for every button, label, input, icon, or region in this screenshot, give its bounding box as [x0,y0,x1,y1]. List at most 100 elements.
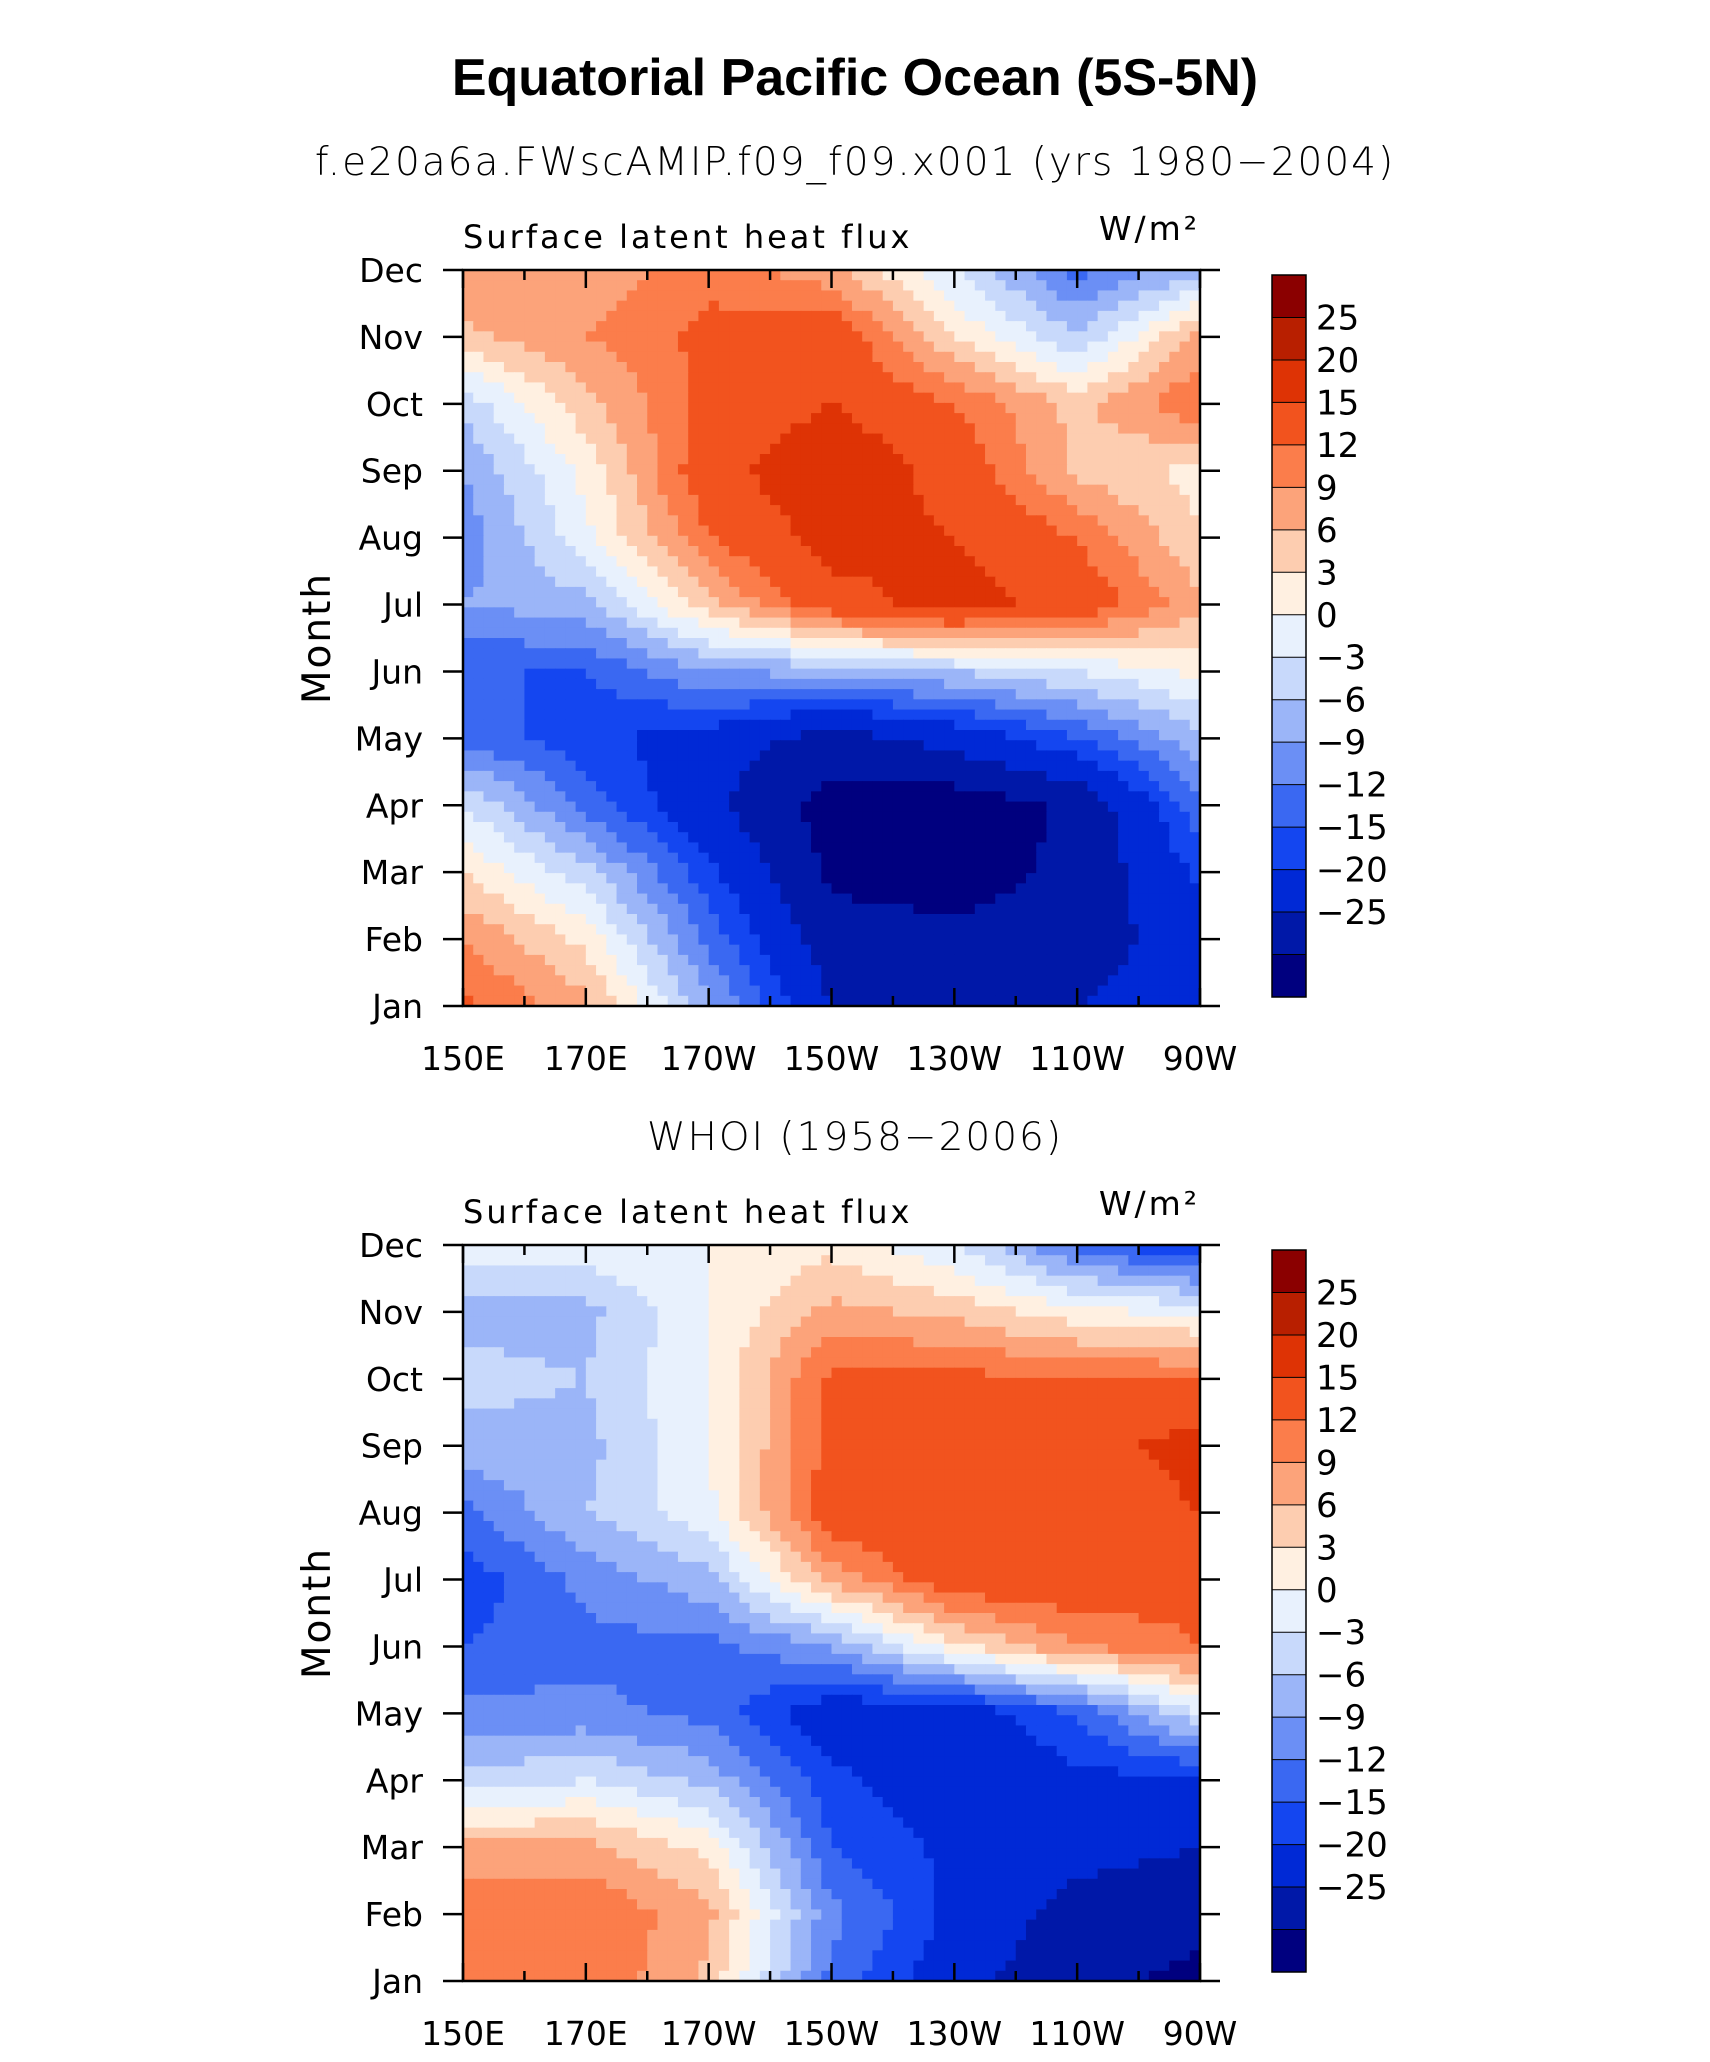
heatmap-cell [616,791,628,803]
heatmap-cell [790,883,802,895]
heatmap-cell [974,678,986,690]
heatmap-cell [811,402,822,414]
heatmap-cell [585,597,597,608]
heatmap-cell [483,351,495,363]
heatmap-cell [1189,699,1201,711]
heatmap-cell [749,862,761,874]
heatmap-cell [575,678,587,690]
heatmap-cell [872,924,884,936]
heatmap-cell [831,668,843,680]
heatmap-cell [1128,811,1140,823]
heatmap-cell [1025,801,1037,813]
heatmap-cell [1066,321,1078,332]
heatmap-cell [882,494,894,506]
heatmap-cell [749,433,761,445]
heatmap-cell [1189,474,1201,486]
heatmap-cell [626,781,638,792]
heatmap-cell [514,525,526,537]
heatmap-cell [800,954,812,966]
heatmap-cell [944,535,955,547]
heatmap-cell [995,944,1007,956]
heatmap-cell [1189,770,1201,782]
heatmap-cell [565,341,577,353]
heatmap-cell [1138,586,1150,598]
heatmap-cell [514,586,526,598]
heatmap-cell [534,566,546,578]
heatmap-cell [718,668,730,680]
heatmap-cell [1036,791,1048,803]
heatmap-cell [1087,402,1099,414]
heatmap-cell [698,750,710,762]
heatmap-cell [503,362,515,373]
heatmap-cell [647,270,659,281]
heatmap-cell [1107,730,1119,741]
heatmap-cell [585,740,597,752]
heatmap-cell [780,392,792,404]
heatmap-cell [718,331,730,343]
heatmap-cell [473,832,485,844]
heatmap-cell [739,331,751,343]
heatmap-cell [493,862,505,874]
heatmap-cell [831,689,843,700]
heatmap-cell [749,699,761,711]
heatmap-cell [688,934,700,946]
heatmap-cell [944,607,955,619]
heatmap-cell [1087,862,1099,874]
heatmap-cell [892,924,904,936]
heatmap-cell [596,811,607,823]
heatmap-cell [483,648,495,660]
heatmap-cell [1005,535,1017,547]
heatmap-cell [1189,914,1201,925]
heatmap-cell [677,791,689,803]
heatmap-cell [483,954,495,966]
heatmap-cell [524,413,536,424]
heatmap-cell [718,842,730,854]
heatmap-cell [821,505,833,516]
heatmap-cell [974,719,986,731]
heatmap-cell [698,515,710,527]
heatmap-cell [903,454,914,465]
heatmap-cell [524,627,536,639]
heatmap-cell [841,965,853,976]
heatmap-cell [749,750,761,762]
heatmap-cell [739,740,751,752]
heatmap-cell [780,586,792,598]
heatmap-cell [831,566,843,578]
heatmap-cell [821,760,833,772]
heatmap-cell [800,423,812,435]
heatmap-cell [1015,760,1027,772]
heatmap-cell [1179,965,1191,976]
heatmap-cell [933,934,945,946]
heatmap-cell [1148,382,1160,394]
heatmap-cell [851,791,863,803]
heatmap-cell [790,617,802,629]
heatmap-cell [1087,341,1099,353]
heatmap-cell [923,433,935,445]
heatmap-cell [851,801,863,813]
heatmap-cell [985,914,996,925]
heatmap-cell [698,822,710,833]
heatmap-cell [800,678,812,690]
heatmap-cell [821,638,833,649]
heatmap-cell [616,801,628,813]
heatmap-cell [688,944,700,956]
heatmap-cell [790,546,802,557]
heatmap-cell [1169,443,1181,455]
heatmap-cell [1025,852,1037,864]
heatmap-cell [1148,586,1160,598]
heatmap-cell [851,965,863,976]
heatmap-cell [585,382,597,394]
heatmap-cell [841,494,853,506]
heatmap-cell [862,689,874,700]
heatmap-cell [585,505,597,516]
heatmap-cell [1118,392,1129,404]
heatmap-cell [585,321,597,332]
heatmap-cell [800,474,812,486]
heatmap-cell [759,781,771,792]
heatmap-cell [1066,811,1078,823]
heatmap-cell [821,924,833,936]
heatmap-cell [882,883,894,895]
heatmap-cell [555,362,566,373]
heatmap-cell [483,270,495,281]
heatmap-cell [647,852,659,864]
